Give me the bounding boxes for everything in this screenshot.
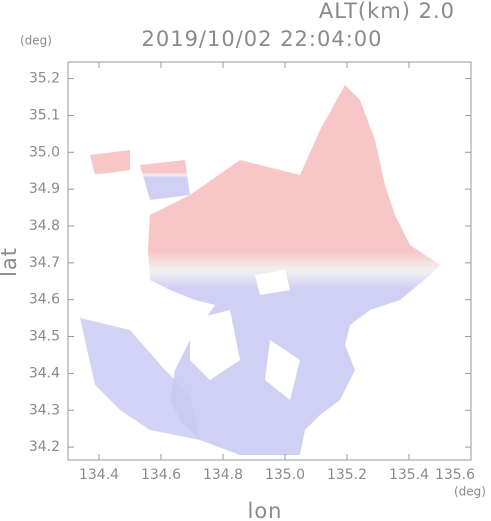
x-unit: (deg): [454, 485, 486, 499]
echo-field: [80, 85, 440, 455]
y-tick-label: 34.2: [29, 439, 60, 455]
y-tick-label: 34.8: [29, 218, 60, 234]
y-unit: (deg): [20, 34, 52, 48]
echo-gap: [190, 270, 300, 400]
echo-region: [90, 150, 190, 200]
y-tick-label: 34.5: [29, 329, 60, 345]
y-tick-label: 34.3: [29, 402, 60, 418]
x-tick-label: 134.6: [141, 467, 181, 483]
x-tick-label: 135.2: [327, 467, 367, 483]
y-tick-label: 35.2: [29, 71, 60, 87]
y-tick-label: 35.0: [29, 144, 60, 160]
x-axis-label: lon: [248, 499, 283, 521]
x-tick-label: 134.4: [79, 467, 119, 483]
y-axis-label: lat: [0, 247, 21, 277]
x-tick-label: 134.8: [203, 467, 243, 483]
y-tick-label: 34.4: [29, 365, 60, 381]
x-tick-label: 135.6: [435, 467, 475, 483]
plot-frame: [67, 61, 472, 461]
echo-region: [148, 85, 440, 455]
y-tick-label: 34.6: [29, 292, 60, 308]
y-tick-label: 34.9: [29, 181, 60, 197]
y-tick-label: 35.1: [29, 107, 60, 123]
altitude-label: ALT(km) 2.0: [319, 0, 455, 23]
echo-region: [80, 318, 200, 440]
x-tick-label: 135.0: [265, 467, 305, 483]
y-tick-label: 34.7: [29, 255, 60, 271]
chart-title: 2019/10/02 22:04:00: [141, 27, 382, 51]
x-tick-label: 135.4: [389, 467, 429, 483]
